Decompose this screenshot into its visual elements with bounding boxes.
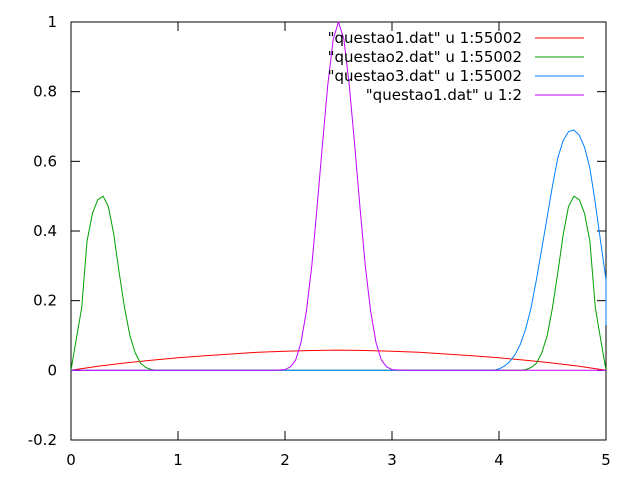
y-tick-label: 0.4 bbox=[33, 222, 57, 240]
x-tick-label: 2 bbox=[280, 451, 290, 469]
legend-label: "questao1.dat" u 1:55002 bbox=[328, 29, 522, 47]
x-tick-label: 1 bbox=[173, 451, 183, 469]
x-tick-label: 5 bbox=[601, 451, 611, 469]
legend-label: "questao3.dat" u 1:55002 bbox=[328, 67, 522, 85]
y-tick-label: 0.6 bbox=[33, 152, 57, 170]
series-group bbox=[70, 21, 607, 371]
series-line bbox=[70, 349, 607, 371]
series-line bbox=[71, 129, 607, 371]
x-tick-label: 4 bbox=[494, 451, 504, 469]
y-tick-label: 0.8 bbox=[33, 83, 57, 101]
x-tick-label: 3 bbox=[387, 451, 397, 469]
legend: "questao1.dat" u 1:55002"questao2.dat" u… bbox=[328, 29, 584, 104]
y-tick-label: 0 bbox=[47, 361, 57, 379]
series-line bbox=[70, 195, 607, 371]
x-axis: 0 1 2 3 4 5 bbox=[66, 22, 611, 469]
legend-label: "questao1.dat" u 1:2 bbox=[366, 86, 522, 104]
y-tick-label: -0.2 bbox=[28, 431, 57, 449]
y-axis: -0.2 0 0.2 0.4 0.6 0.8 1 bbox=[28, 13, 606, 449]
y-tick-label: 1 bbox=[47, 13, 57, 31]
y-tick-label: 0.2 bbox=[33, 292, 57, 310]
series-line bbox=[71, 21, 606, 371]
x-tick-label: 0 bbox=[66, 451, 76, 469]
legend-label: "questao2.dat" u 1:55002 bbox=[328, 48, 522, 66]
